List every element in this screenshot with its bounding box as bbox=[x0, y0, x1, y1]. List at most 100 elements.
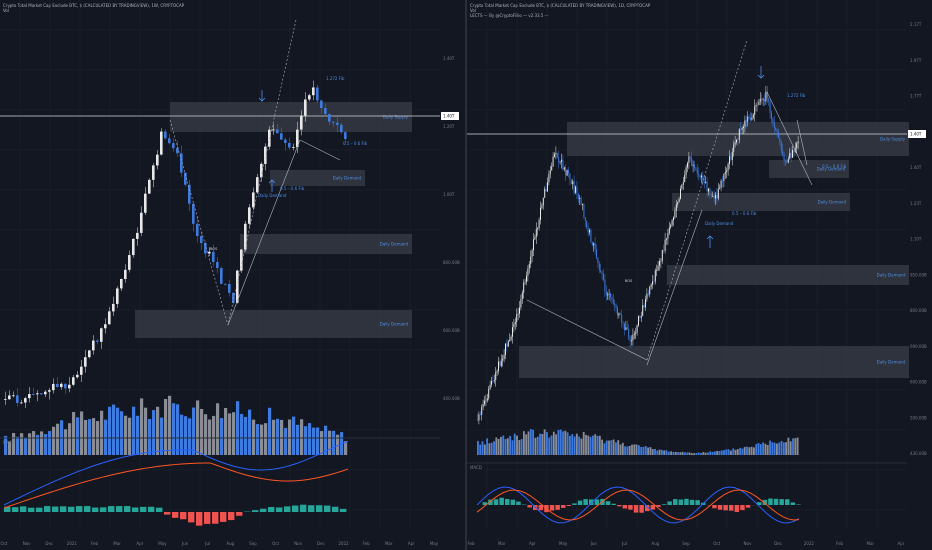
macd-histogram-bar bbox=[762, 499, 768, 505]
macd-histogram-bar bbox=[505, 498, 510, 505]
volume-bar bbox=[240, 413, 244, 455]
macd-histogram-bar bbox=[757, 502, 762, 505]
volume-bar bbox=[546, 431, 548, 455]
zone-box bbox=[135, 310, 412, 338]
volume-bar bbox=[520, 439, 523, 455]
volume-bar bbox=[12, 432, 16, 455]
macd-histogram-bar bbox=[723, 505, 728, 511]
zone-box bbox=[667, 265, 909, 285]
volume-bar bbox=[36, 434, 40, 455]
price-axis-label: 690.00B bbox=[910, 344, 927, 349]
volume-bar bbox=[626, 446, 629, 455]
candle bbox=[148, 179, 151, 194]
price-axis-label: 1.40T bbox=[910, 165, 922, 170]
candle bbox=[300, 115, 303, 130]
right-chart-canvas[interactable]: Daily Supply Daily Demand Daily Demand Dail… bbox=[467, 0, 932, 550]
volume-bar bbox=[702, 452, 705, 455]
macd-histogram-bar bbox=[555, 505, 560, 510]
candle bbox=[698, 173, 700, 176]
candle bbox=[710, 194, 712, 196]
macd-histogram-bar bbox=[729, 505, 734, 511]
candle bbox=[244, 223, 247, 250]
macd-histogram-bar bbox=[28, 507, 35, 512]
volume-bar bbox=[44, 434, 48, 455]
zone-label: Daily Demand bbox=[380, 242, 409, 247]
volume-bar bbox=[200, 408, 204, 455]
volume-bar bbox=[621, 442, 624, 455]
candle bbox=[670, 224, 672, 228]
macd-histogram-bar bbox=[667, 501, 672, 505]
macd-histogram-bar bbox=[44, 506, 51, 512]
volume-bar bbox=[228, 413, 232, 455]
candle bbox=[527, 268, 529, 276]
candle bbox=[477, 420, 478, 421]
time-axis-label: Oct bbox=[272, 541, 279, 546]
candle bbox=[684, 174, 686, 183]
volume-bar bbox=[635, 444, 638, 455]
macd-histogram-bar bbox=[734, 505, 740, 512]
time-axis-label: Nov bbox=[744, 541, 752, 546]
zone-box bbox=[270, 170, 365, 186]
candle bbox=[773, 122, 775, 128]
candle bbox=[252, 192, 255, 208]
fib-label: 1.272 Fib bbox=[326, 76, 345, 81]
left-chart-canvas[interactable]: Daily Supply Daily Demand Daily Demand Dail… bbox=[0, 0, 465, 550]
candle bbox=[580, 197, 582, 205]
candle bbox=[481, 407, 483, 415]
volume-bar bbox=[120, 411, 124, 455]
time-axis-label: Mar bbox=[385, 541, 393, 546]
candle bbox=[517, 313, 519, 315]
volume-bar bbox=[92, 418, 96, 455]
volume-bar bbox=[727, 449, 730, 455]
candle bbox=[762, 99, 764, 100]
right-chart-panel[interactable]: Crypto Total Market Cap Exclude BTC, $ (… bbox=[467, 0, 932, 550]
macd-histogram-bar bbox=[611, 503, 616, 505]
candle bbox=[535, 229, 537, 238]
candle bbox=[615, 305, 617, 309]
candle bbox=[680, 188, 681, 199]
volume-bar bbox=[695, 453, 698, 455]
volume-bar bbox=[8, 441, 12, 455]
volume-bar bbox=[176, 404, 180, 455]
candle bbox=[100, 328, 103, 342]
candle bbox=[689, 156, 691, 158]
volume-bar bbox=[656, 450, 659, 455]
macd-histogram-bar bbox=[796, 504, 801, 505]
candle bbox=[228, 283, 231, 293]
volume-bar bbox=[592, 435, 594, 455]
volume-bar bbox=[578, 436, 581, 455]
candle bbox=[510, 336, 512, 340]
candle bbox=[741, 128, 743, 130]
volume-bar bbox=[504, 438, 507, 455]
volume-bar bbox=[20, 433, 24, 455]
candle bbox=[709, 188, 711, 195]
candle bbox=[695, 167, 697, 170]
macd-histogram-bar bbox=[717, 505, 723, 510]
macd-histogram-bar bbox=[510, 499, 516, 505]
candle bbox=[503, 354, 505, 359]
candle bbox=[312, 87, 315, 96]
left-chart-volume-label: Vol bbox=[3, 8, 9, 13]
candle bbox=[671, 220, 673, 225]
candle bbox=[549, 170, 551, 174]
macd-histogram-bar bbox=[228, 512, 235, 521]
macd-histogram-bar bbox=[84, 506, 91, 512]
left-chart-panel[interactable]: Crypto Total Market Cap Exclude BTC, $ (… bbox=[0, 0, 465, 550]
volume-bar bbox=[52, 426, 56, 455]
panel-divider[interactable] bbox=[465, 0, 467, 550]
candle bbox=[668, 227, 670, 234]
volume-bar bbox=[612, 439, 615, 455]
volume-bar bbox=[548, 437, 551, 455]
candle bbox=[757, 104, 758, 106]
volume-bar bbox=[288, 419, 292, 455]
candle bbox=[526, 275, 527, 282]
time-axis-label: 2021 bbox=[67, 541, 78, 546]
candle bbox=[654, 270, 656, 282]
candle bbox=[601, 272, 603, 275]
volume-bar bbox=[638, 445, 640, 455]
candle bbox=[216, 261, 219, 269]
volume-bar bbox=[598, 435, 601, 455]
bos-label: BOS bbox=[210, 247, 218, 251]
candle bbox=[584, 217, 586, 221]
candle bbox=[692, 164, 694, 166]
